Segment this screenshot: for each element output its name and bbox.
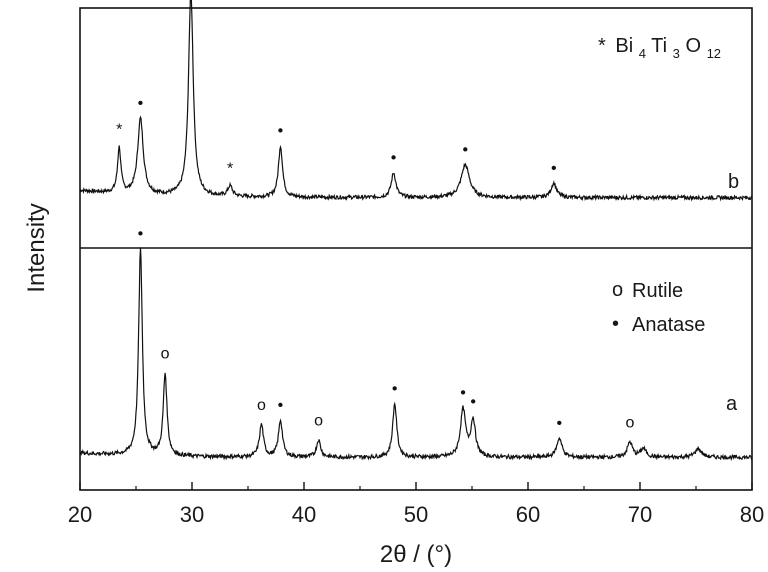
- x-tick-label: 50: [404, 502, 428, 527]
- plot-frame: [79, 7, 753, 491]
- peak-marker-b: *: [116, 121, 122, 138]
- legend-sub-4: 4: [639, 46, 646, 61]
- legend-panel-a: o Rutile • Anatase: [612, 279, 705, 336]
- peak-marker-a: •: [460, 384, 466, 401]
- legend-sub-3: 3: [673, 46, 680, 61]
- x-tick-label: 30: [180, 502, 204, 527]
- peak-marker-b: •: [462, 142, 468, 159]
- peak-marker-a: •: [138, 226, 144, 243]
- legend-label-rutile: Rutile: [632, 280, 683, 302]
- x-tick-label: 40: [292, 502, 316, 527]
- peak-marker-a: o: [314, 413, 323, 430]
- peak-marker-a: •: [470, 394, 476, 411]
- legend-label-anatase: Anatase: [632, 314, 705, 336]
- series-line-a: [79, 247, 753, 462]
- peak-marker-b: *: [227, 160, 233, 177]
- legend-bi: Bi: [615, 35, 633, 57]
- legend-ti: Ti: [651, 35, 667, 57]
- peak-marker-a: o: [161, 346, 170, 363]
- legend-bi4ti3o12: * Bi 4 Ti 3 O 12: [598, 35, 721, 63]
- x-axis-ticks: 20 30 40 50 60 70 80: [68, 482, 764, 527]
- x-tick-label: 80: [740, 502, 764, 527]
- legend-sub-12: 12: [707, 46, 721, 61]
- peak-marker-b: •: [551, 160, 557, 177]
- x-tick-label: 20: [68, 502, 92, 527]
- peak-marker-b: •: [391, 150, 397, 167]
- peak-marker-a: o: [625, 415, 634, 432]
- series-line-b: [79, 0, 753, 202]
- legend-o: O: [685, 35, 701, 57]
- legend-symbol-rutile: o: [612, 279, 623, 301]
- curve-tag-a: a: [726, 393, 738, 415]
- peak-markers: *•**•••••oo•o••••o: [116, 95, 634, 432]
- peak-marker-a: •: [278, 397, 284, 414]
- peak-marker-a: •: [392, 380, 398, 397]
- legend-symbol-anatase: •: [612, 313, 619, 335]
- legend-star: *: [598, 35, 606, 57]
- peak-marker-b: •: [278, 123, 284, 140]
- x-tick-label: 70: [628, 502, 652, 527]
- peak-marker-b: •: [138, 95, 144, 112]
- y-axis-label: Intensity: [23, 203, 50, 292]
- curves: [79, 0, 753, 462]
- curve-tag-b: b: [728, 171, 739, 193]
- x-axis-label: 2θ / (°): [380, 541, 452, 568]
- peak-marker-a: o: [257, 397, 266, 414]
- x-tick-label: 60: [516, 502, 540, 527]
- peak-marker-a: •: [557, 415, 563, 432]
